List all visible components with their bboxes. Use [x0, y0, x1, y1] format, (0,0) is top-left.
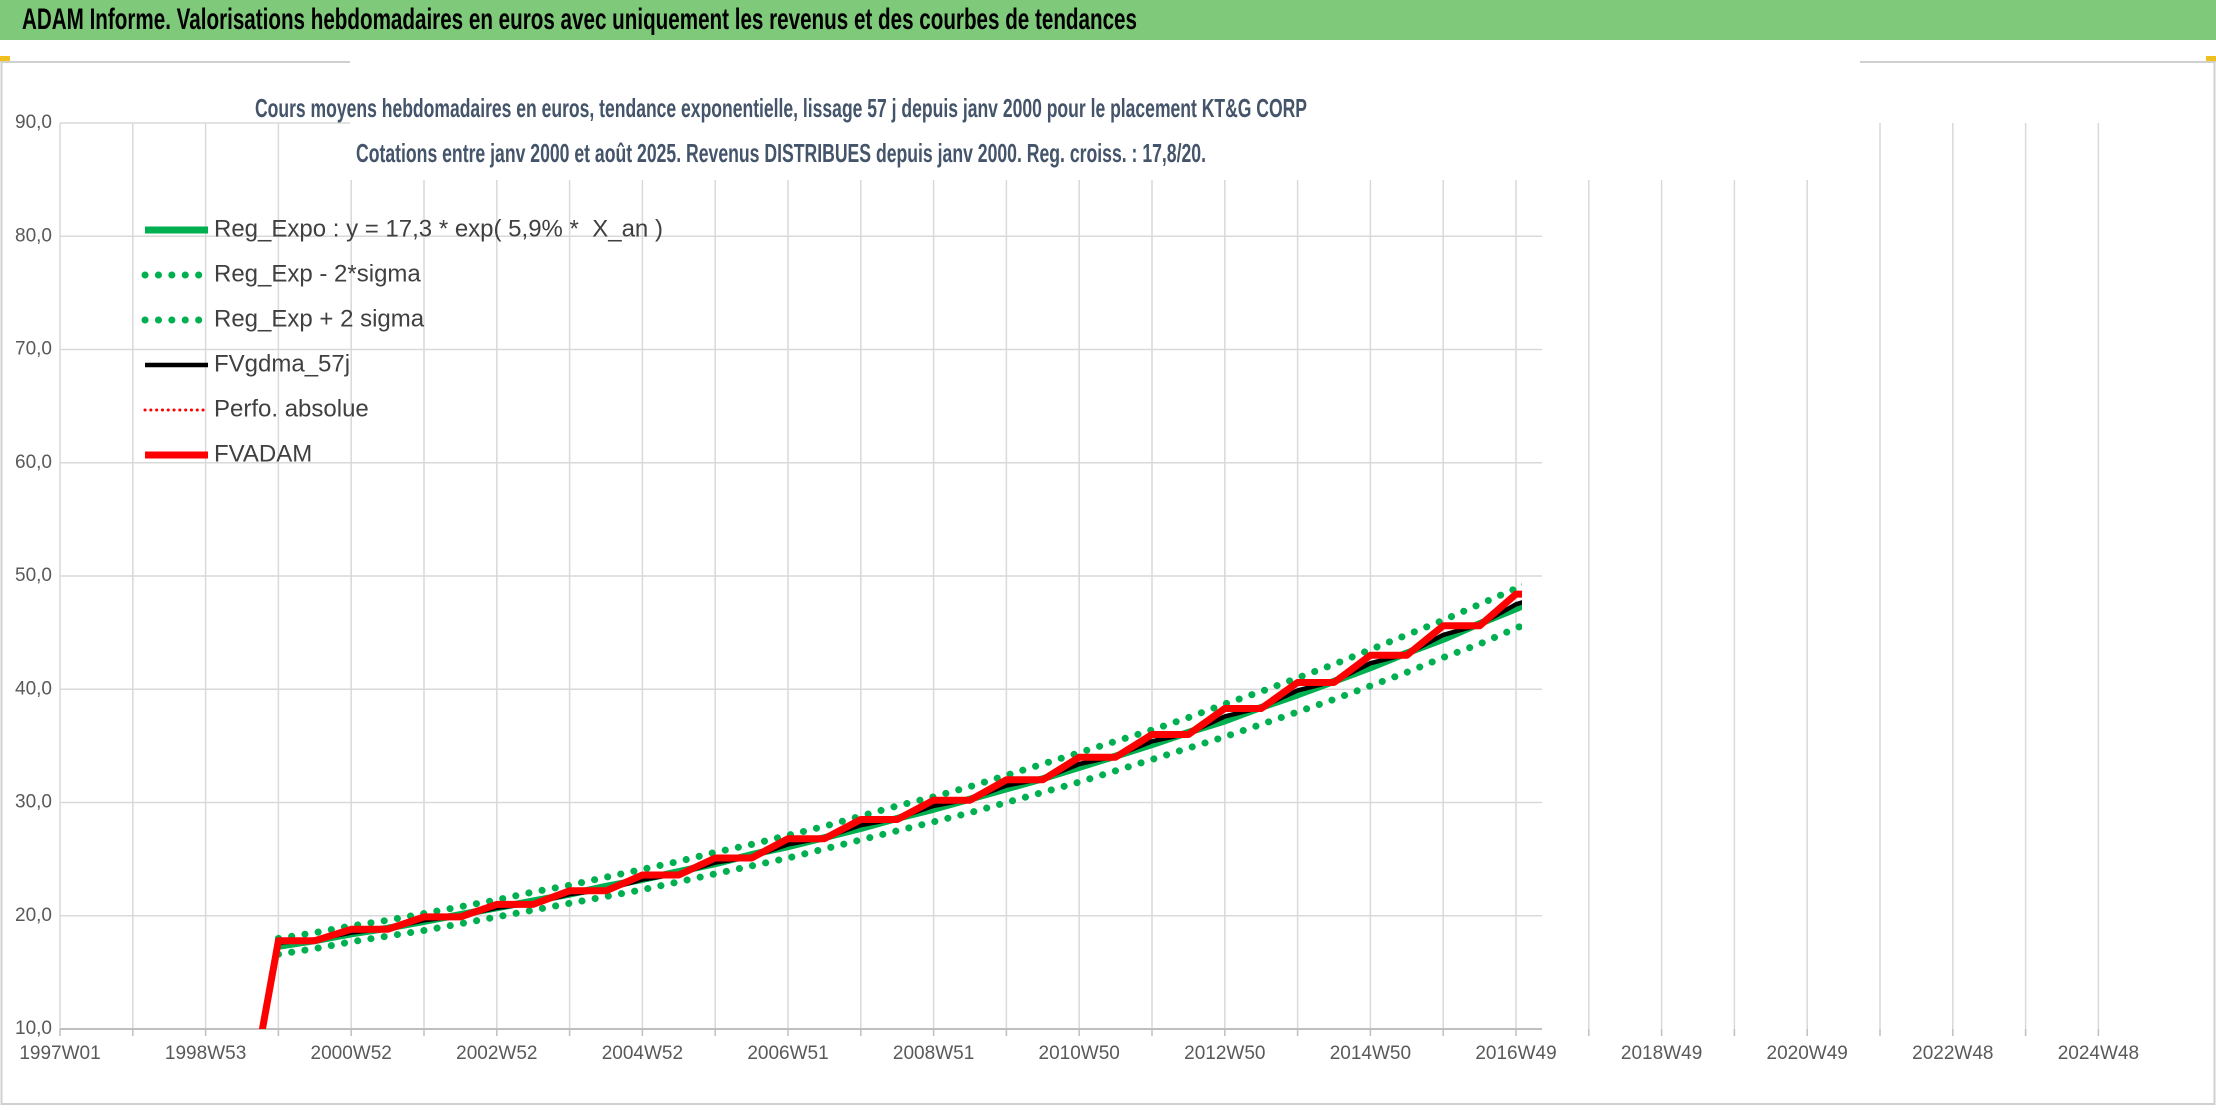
x-tick-label: 2008W51 [893, 1043, 974, 1064]
corner-mark [2206, 56, 2216, 62]
x-tick-label: 1997W01 [19, 1043, 100, 1064]
legend-label: FVADAM [214, 440, 312, 467]
x-tick-label: 2006W51 [747, 1043, 828, 1064]
series-line [258, 590, 1522, 1029]
y-tick-label: 70,0 [15, 339, 52, 360]
legend-label: Reg_Exp + 2 sigma [214, 305, 425, 332]
grid [59, 122, 2100, 1036]
legend-label: FVgdma_57j [214, 350, 350, 377]
legend-label: Reg_Expo : y = 17,3 * exp( 5,9% * X_an ) [214, 215, 663, 242]
legend: Reg_Expo : y = 17,3 * exp( 5,9% * X_an )… [141, 215, 663, 467]
series-line [274, 621, 1522, 958]
y-tick-label: 60,0 [15, 452, 52, 473]
y-tick-label: 10,0 [15, 1018, 52, 1039]
title-backdrop [350, 60, 1860, 180]
y-tick-label: 80,0 [15, 225, 52, 246]
y-tick-label: 20,0 [15, 905, 52, 926]
x-tick-label: 2024W48 [2058, 1043, 2139, 1064]
plot-lines [258, 581, 1522, 1029]
x-tick-label: 2010W50 [1039, 1043, 1120, 1064]
legend-label: Reg_Exp - 2*sigma [214, 260, 421, 287]
x-tick-label: 2014W50 [1330, 1043, 1411, 1064]
x-tick-label: 2020W49 [1767, 1043, 1848, 1064]
y-tick-label: 30,0 [15, 792, 52, 813]
x-tick-label: 2016W49 [1475, 1043, 1556, 1064]
x-tick-label: 2022W48 [1912, 1043, 1993, 1064]
corner-mark [0, 56, 10, 62]
y-tick-label: 90,0 [15, 112, 52, 133]
header-bar [0, 0, 2216, 40]
x-tick-label: 2018W49 [1621, 1043, 1702, 1064]
x-tick-label: 1998W53 [165, 1043, 246, 1064]
chart-subtitle: Cotations entre janv 2000 et août 2025. … [356, 138, 1206, 168]
x-tick-label: 2002W52 [456, 1043, 537, 1064]
chart-title: Cours moyens hebdomadaires en euros, ten… [255, 93, 1307, 123]
legend-label: Perfo. absolue [214, 395, 369, 422]
y-tick-label: 40,0 [15, 678, 52, 699]
header-title: ADAM Informe. Valorisations hebdomadaire… [22, 3, 1137, 36]
y-tick-label: 50,0 [15, 565, 52, 586]
x-tick-label: 2004W52 [602, 1043, 683, 1064]
x-tick-label: 2012W50 [1184, 1043, 1265, 1064]
x-tick-label: 2000W52 [311, 1043, 392, 1064]
